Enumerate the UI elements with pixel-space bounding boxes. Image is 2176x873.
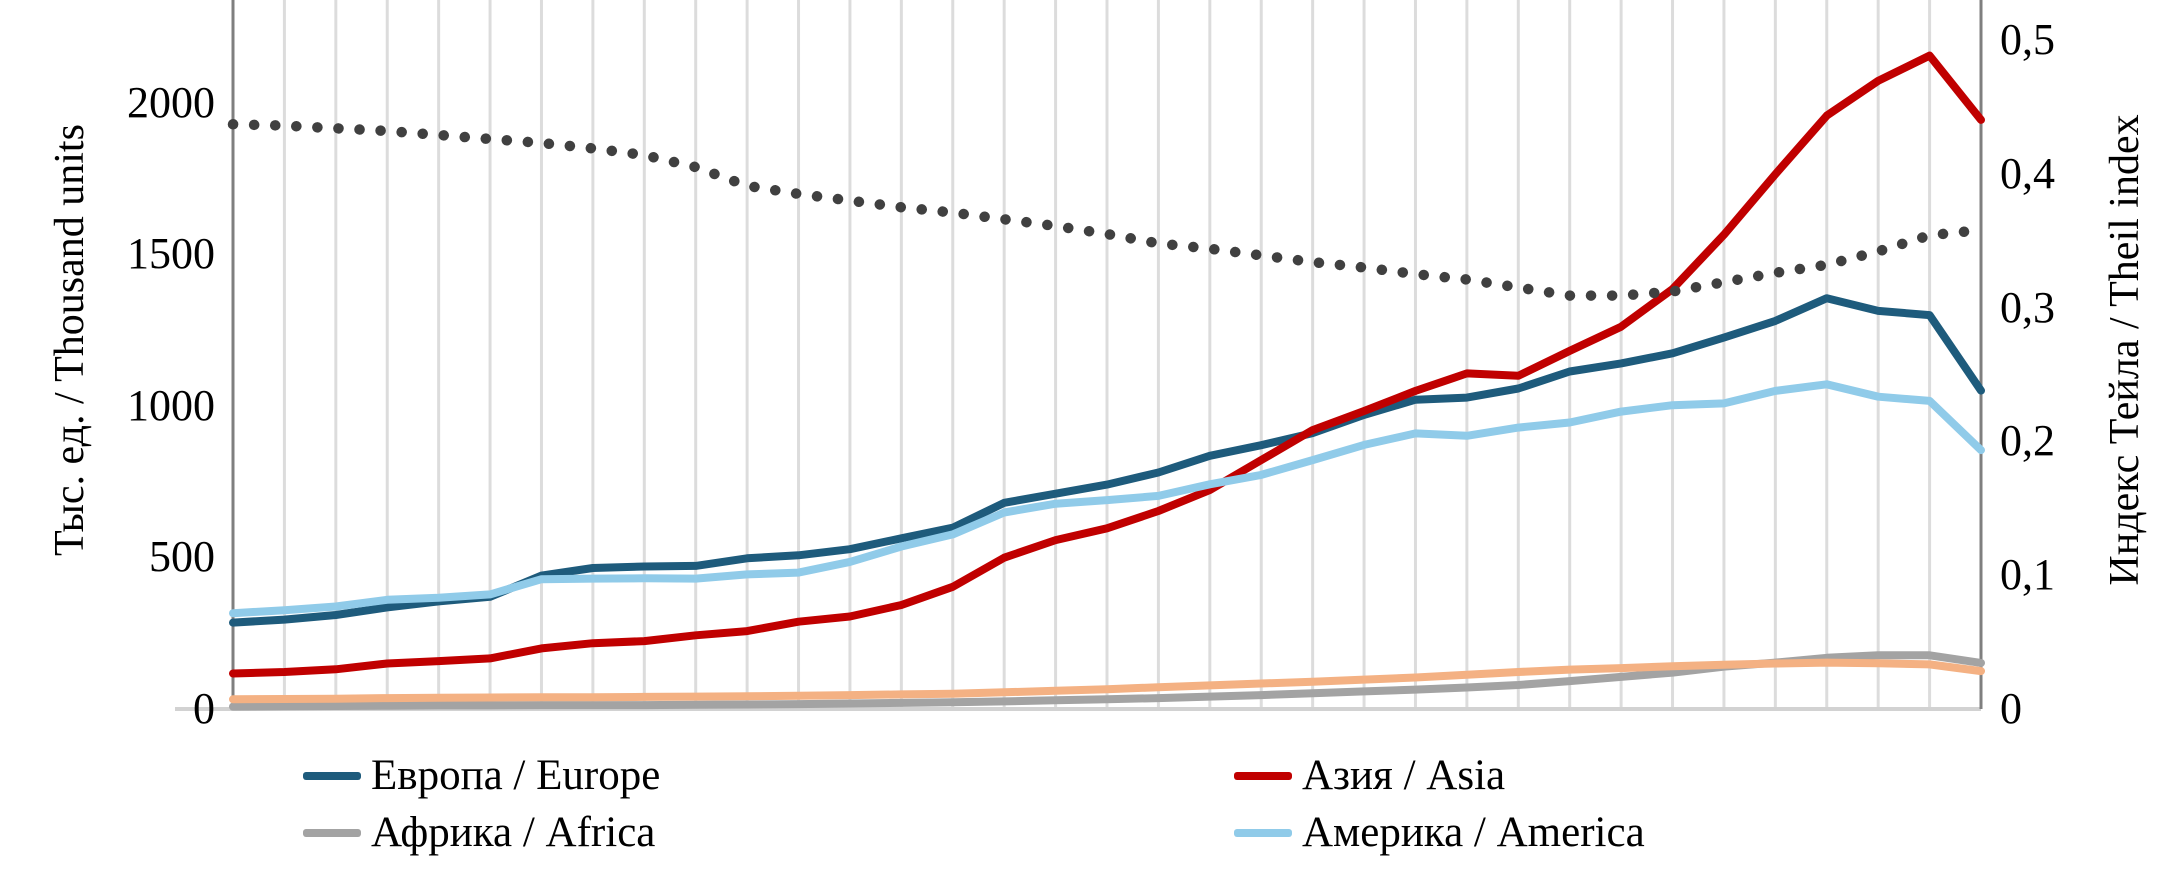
legend-swatch-africa bbox=[303, 829, 361, 837]
legend-swatch-america bbox=[1234, 829, 1292, 837]
left-axis-tick: 2000 bbox=[127, 77, 215, 127]
legend-label: Америка / America bbox=[1302, 809, 1645, 856]
right-axis-title: Индекс Тейла / Theil index bbox=[2102, 114, 2148, 586]
series-line-asia bbox=[229, 51, 1985, 678]
series-line-unlabeled-orange bbox=[229, 658, 1985, 704]
legend-item-asia: Азия / Asia bbox=[1234, 752, 1505, 800]
legend-swatch-asia bbox=[1234, 772, 1292, 780]
legend-label: Европа / Europe bbox=[371, 752, 661, 799]
series-line-theil-index bbox=[227, 119, 1987, 301]
legend-label: Африка / Africa bbox=[371, 809, 656, 856]
right-axis-tick: 0,2 bbox=[2000, 416, 2055, 466]
legend-item-america: Америка / America bbox=[1234, 809, 1645, 857]
left-axis-tick: 500 bbox=[149, 532, 215, 582]
legend-label: Азия / Asia bbox=[1302, 752, 1506, 799]
legend-item-europe: Европа / Europe bbox=[303, 752, 660, 800]
left-axis-tick: 1000 bbox=[127, 380, 215, 430]
legend-item-africa: Африка / Africa bbox=[303, 809, 655, 857]
left-axis-tick: 0 bbox=[193, 684, 215, 733]
series-line-america bbox=[229, 380, 1985, 618]
right-axis-tick: 0,3 bbox=[2000, 282, 2055, 332]
legend-swatch-europe bbox=[303, 772, 361, 780]
left-axis-tick: 1500 bbox=[127, 229, 215, 279]
right-axis-tick: 0,4 bbox=[2000, 148, 2055, 198]
right-axis-tick: 0 bbox=[2000, 684, 2022, 733]
right-axis-tick: 0,5 bbox=[2000, 15, 2055, 64]
right-axis-tick: 0,1 bbox=[2000, 550, 2055, 600]
series-line-africa bbox=[229, 651, 1985, 711]
left-axis-title: Тыс. ед. / Thousand units bbox=[47, 124, 93, 556]
